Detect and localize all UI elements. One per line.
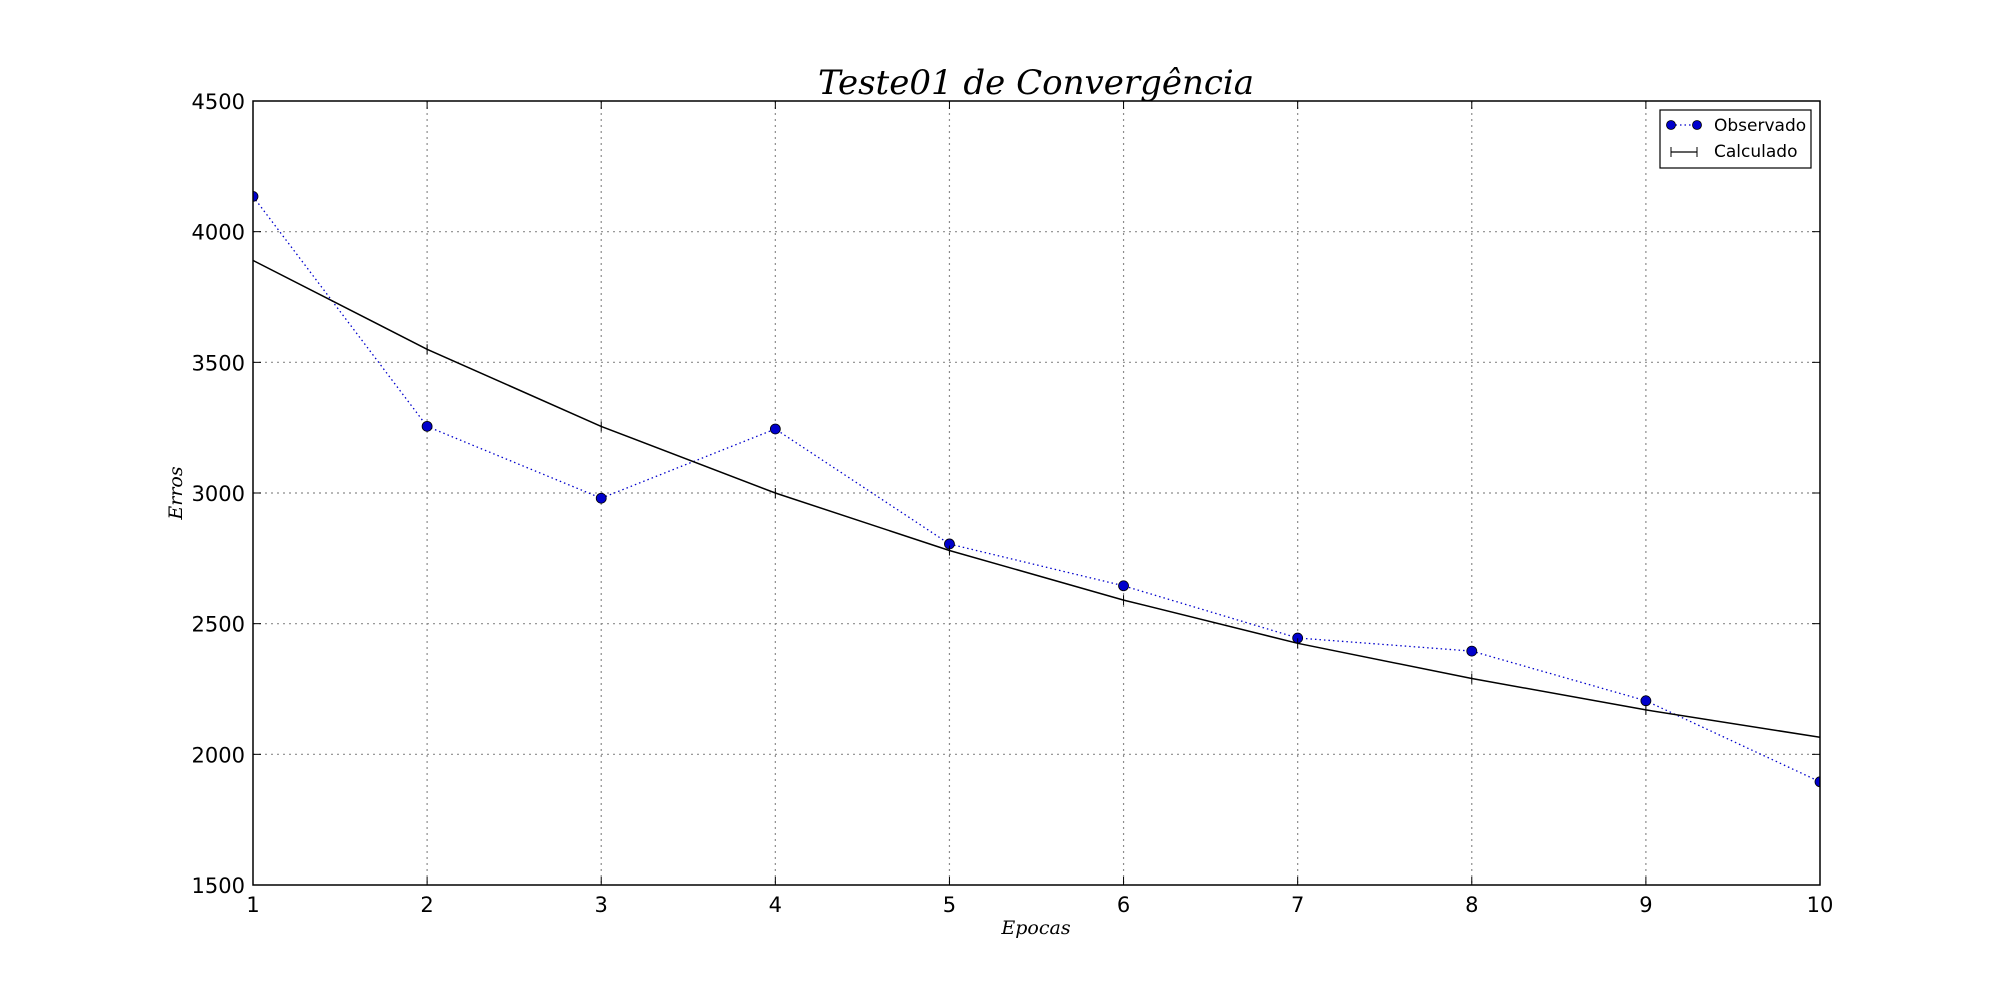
y-tick-label: 3500 (192, 351, 245, 375)
tick-marks (252, 100, 1821, 886)
legend-box (1659, 109, 1812, 169)
data-point-observado (1814, 776, 1820, 788)
x-tick-label: 10 (1807, 893, 1834, 917)
y-tick-label: 4000 (192, 221, 245, 245)
series-line-observado (253, 196, 1820, 783)
x-tick-label: 3 (595, 893, 608, 917)
legend: Observado Calculado (1659, 109, 1812, 169)
grid (253, 101, 1820, 885)
data-point-observado (253, 190, 259, 202)
x-tick-label: 2 (420, 893, 433, 917)
tick-labels: 1 2 3 4 5 6 7 8 9 10 1500 2000 2500 3000 3500 4000 4500 (192, 90, 1834, 917)
x-tick-label: 8 (1465, 893, 1478, 917)
y-axis-label: Erros (165, 466, 187, 520)
x-tick-label: 5 (943, 893, 956, 917)
legend-marker-observado (1692, 120, 1702, 130)
legend-label-observado: Observado (1714, 116, 1806, 136)
x-tick-label: 7 (1291, 893, 1304, 917)
y-tick-label: 4500 (192, 90, 245, 114)
data-point-observado (1466, 645, 1478, 657)
data-point-observado (595, 492, 607, 504)
legend-label-calculado: Calculado (1714, 142, 1797, 162)
x-axis-label: Epocas (1000, 917, 1070, 939)
x-tick-label: 1 (246, 893, 259, 917)
y-tick-label: 2500 (192, 613, 245, 637)
x-tick-label: 6 (1117, 893, 1130, 917)
data-point-observado (769, 423, 781, 435)
legend-entry-observado: Observado (1666, 116, 1806, 136)
legend-marker-observado (1666, 120, 1676, 130)
x-tick-label: 4 (769, 893, 782, 917)
series-layer (253, 190, 1820, 788)
data-point-observado (1118, 580, 1129, 592)
x-tick-label: 9 (1639, 893, 1652, 917)
data-point-observado (1640, 695, 1652, 707)
legend-entry-calculado: Calculado (1670, 142, 1797, 162)
series-line-calculado (253, 259, 1820, 739)
y-tick-label: 1500 (192, 874, 245, 898)
chart-title: Teste01 de Convergência (818, 63, 1254, 103)
y-tick-label: 2000 (192, 743, 245, 767)
y-tick-label: 3000 (192, 482, 245, 506)
data-point-observado (421, 420, 433, 432)
